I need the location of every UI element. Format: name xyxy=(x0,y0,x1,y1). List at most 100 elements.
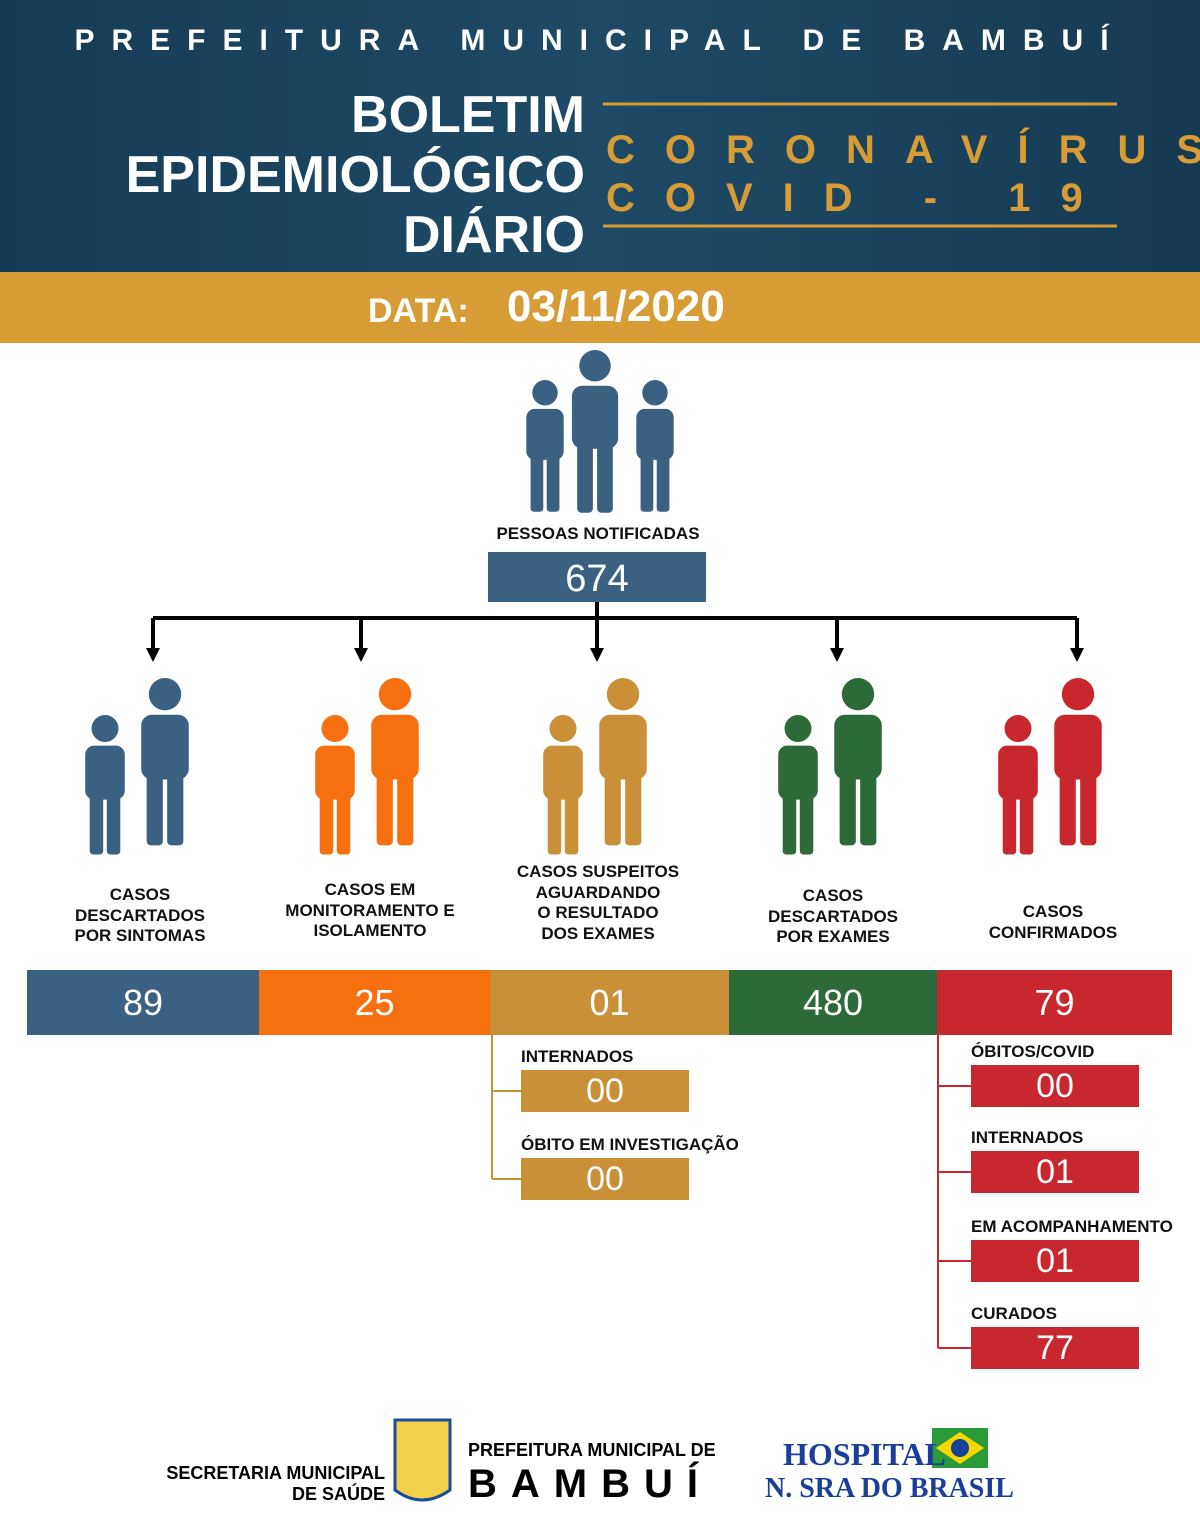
detail-box xyxy=(971,1151,1139,1193)
category-bar xyxy=(27,970,259,1035)
detail-value: 00 xyxy=(586,1072,624,1110)
icon xyxy=(782,791,797,855)
icon xyxy=(799,791,814,855)
category-bar xyxy=(729,970,937,1035)
icon xyxy=(564,791,579,855)
category-label: DESCARTADOS xyxy=(767,906,899,926)
icon xyxy=(642,380,668,406)
subtitle-line: CORONAVÍRUS xyxy=(606,128,1200,172)
arrow-head xyxy=(590,648,604,662)
arrow-head xyxy=(354,648,368,662)
category-label: CASOS xyxy=(109,885,171,904)
icon xyxy=(543,745,583,800)
notified-label: PESSOAS NOTIFICADAS xyxy=(496,524,700,543)
category-value: 79 xyxy=(1034,982,1075,1023)
icon xyxy=(376,769,393,846)
icon xyxy=(571,385,619,449)
icon xyxy=(599,714,647,780)
icon xyxy=(85,745,125,800)
hospital-name: N. SRA DO BRASIL xyxy=(765,1473,1014,1504)
icon xyxy=(604,769,621,846)
icon xyxy=(998,745,1038,800)
icon xyxy=(371,714,419,780)
icon xyxy=(378,678,412,711)
notified-value: 674 xyxy=(565,558,629,600)
icon xyxy=(549,715,577,742)
icon xyxy=(839,769,856,846)
detail-value: 77 xyxy=(1036,1329,1074,1367)
icon xyxy=(141,714,189,780)
category-label: DESCARTADOS xyxy=(74,905,206,925)
icon xyxy=(546,452,560,512)
date-band xyxy=(0,272,1200,343)
icon xyxy=(860,769,877,846)
title-line: EPIDEMIOLÓGICO xyxy=(125,146,585,204)
icon xyxy=(315,745,355,800)
detail-box xyxy=(971,1065,1139,1107)
detail-box xyxy=(971,1240,1139,1282)
icon xyxy=(146,769,163,846)
icon xyxy=(89,791,104,855)
category-label: MONITORAMENTO E xyxy=(285,900,455,920)
icon xyxy=(778,745,818,800)
detail-label: INTERNADOS xyxy=(971,1128,1084,1147)
icon xyxy=(606,678,640,711)
flag xyxy=(951,1439,969,1457)
detail-label: INTERNADOS xyxy=(521,1047,634,1066)
title-line: BOLETIM xyxy=(351,86,585,144)
category-label: ISOLAMENTO xyxy=(313,921,427,940)
icon xyxy=(636,408,674,460)
category-label: CASOS xyxy=(1022,902,1084,921)
category-label: DOS EXAMES xyxy=(541,923,655,943)
category-label: CASOS SUSPEITOS xyxy=(516,862,680,881)
icon xyxy=(640,452,654,512)
detail-value: 00 xyxy=(1036,1067,1074,1105)
category-label: O RESULTADO xyxy=(537,903,659,922)
icon xyxy=(526,408,564,460)
category-value: 01 xyxy=(589,982,630,1023)
icon xyxy=(597,439,613,513)
detail-label: ÓBITOS/COVID xyxy=(971,1042,1095,1061)
arrow-head xyxy=(146,648,160,662)
footer-text: DE SAÚDE xyxy=(291,1484,385,1504)
icon xyxy=(1054,714,1102,780)
icon xyxy=(532,380,558,406)
detail-value: 00 xyxy=(586,1160,624,1198)
icon xyxy=(1061,678,1095,711)
icon xyxy=(397,769,414,846)
detail-box xyxy=(521,1070,689,1112)
icon xyxy=(336,791,351,855)
detail-value: 01 xyxy=(1036,1153,1074,1191)
footer-text: PREFEITURA MUNICIPAL DE xyxy=(468,1440,716,1460)
icon xyxy=(167,769,184,846)
category-label: AGUARDANDO xyxy=(535,882,661,902)
icon xyxy=(148,678,182,711)
notified-box xyxy=(488,552,706,602)
icon xyxy=(106,791,121,855)
icon xyxy=(91,715,119,742)
hospital-name: HOSPITAL xyxy=(783,1436,946,1472)
org-name: PREFEITURA MUNICIPAL DE BAMBUÍ xyxy=(74,24,1126,57)
category-label: POR EXAMES xyxy=(776,927,890,946)
icon xyxy=(1019,791,1034,855)
category-value: 89 xyxy=(122,982,164,1023)
icon xyxy=(321,715,349,742)
category-label: POR SINTOMAS xyxy=(74,926,206,945)
crest xyxy=(393,1418,452,1502)
icon xyxy=(319,791,334,855)
icon xyxy=(530,452,544,512)
arrow-head xyxy=(1070,648,1084,662)
detail-label: CURADOS xyxy=(971,1304,1057,1323)
category-label: CONFIRMADOS xyxy=(988,922,1118,942)
icon xyxy=(784,715,812,742)
footer-city: BAMBUÍ xyxy=(468,1462,712,1506)
icon xyxy=(625,769,642,846)
icon xyxy=(1002,791,1017,855)
icon xyxy=(579,350,611,382)
detail-box xyxy=(521,1158,689,1200)
category-value: 480 xyxy=(802,982,864,1023)
icon xyxy=(656,452,670,512)
category-bar xyxy=(259,970,490,1035)
icon xyxy=(547,791,562,855)
